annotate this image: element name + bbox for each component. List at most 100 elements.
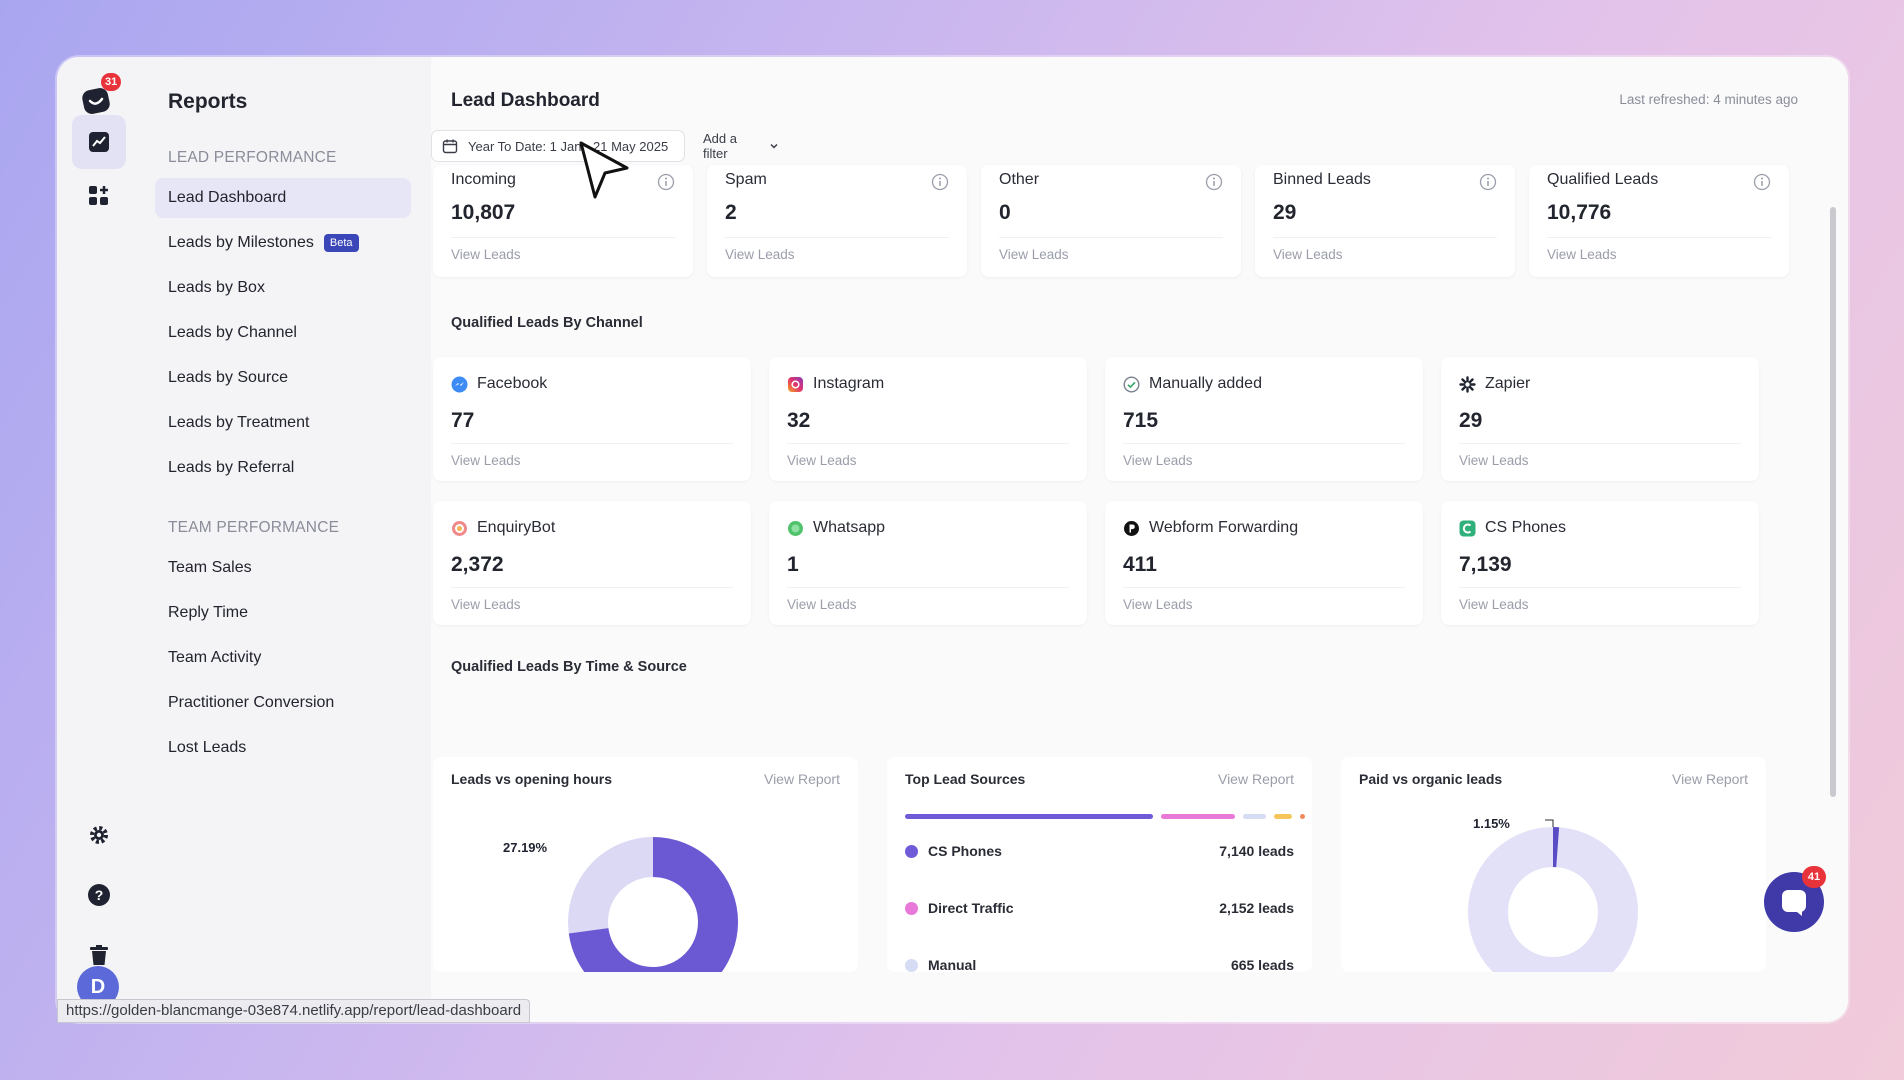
info-icon[interactable] <box>1479 173 1497 191</box>
sidebar-item-leads-by-treatment[interactable]: Leads by Treatment <box>168 414 310 431</box>
settings-button[interactable] <box>72 808 126 862</box>
app-window: 31 ? D Reports LEAD PERFORMANCE Lead Das… <box>57 57 1848 1022</box>
channel-value: 29 <box>1459 409 1483 432</box>
channel-name: Facebook <box>477 375 548 392</box>
view-leads-link[interactable]: View Leads <box>1459 453 1529 468</box>
reports-sidebar: Reports LEAD PERFORMANCE Lead Dashboard … <box>141 57 431 1022</box>
stat-label: Other <box>999 171 1040 188</box>
date-range-filter[interactable]: Year To Date: 1 Jan - 21 May 2025 <box>431 130 685 162</box>
sidebar-item-reply-time[interactable]: Reply Time <box>168 604 249 621</box>
channel-value: 7,139 <box>1459 553 1512 576</box>
sidebar-item-practitioner-conversion[interactable]: Practitioner Conversion <box>168 694 335 711</box>
stat-label: Binned Leads <box>1273 171 1371 188</box>
paid-organic-donut-chart <box>1468 819 1638 972</box>
sidebar-item-lost-leads[interactable]: Lost Leads <box>168 739 247 756</box>
view-report-link[interactable]: View Report <box>763 771 840 787</box>
view-leads-link[interactable]: View Leads <box>1273 247 1343 262</box>
cs-phones-icon <box>1459 520 1476 537</box>
zapier-icon <box>1459 375 1476 393</box>
channel-name: Instagram <box>813 375 885 392</box>
info-icon[interactable] <box>1205 173 1223 191</box>
add-filter-button[interactable]: Add a filter <box>693 130 789 162</box>
source-amount: 7,140 leads <box>1219 843 1294 859</box>
channel-card: CS Phones 7,139 View Leads <box>1441 501 1759 625</box>
stat-value: 10,776 <box>1547 201 1612 224</box>
channel-value: 411 <box>1123 553 1157 576</box>
webform-icon <box>1123 520 1140 537</box>
info-icon[interactable] <box>1753 173 1771 191</box>
channel-name: Whatsapp <box>813 519 886 536</box>
donut-percent-label: 1.15% <box>1473 816 1510 831</box>
view-leads-link[interactable]: View Leads <box>1123 453 1193 468</box>
channel-value: 715 <box>1123 409 1159 432</box>
view-report-link[interactable]: View Report <box>1217 771 1294 787</box>
bar-segment <box>1160 814 1236 819</box>
view-leads-link[interactable]: View Leads <box>787 453 857 468</box>
channel-name: Manually added <box>1149 375 1262 392</box>
channel-card: EnquiryBot 2,372 View Leads <box>433 501 751 625</box>
view-leads-link[interactable]: View Leads <box>451 453 521 468</box>
sidebar-item-leads-by-milestones[interactable]: Leads by Milestones Beta <box>155 223 411 263</box>
icon-rail: 31 ? D <box>57 57 141 1022</box>
sidebar-item-leads-by-box[interactable]: Leads by Box <box>168 279 265 296</box>
view-leads-link[interactable]: View Leads <box>999 247 1069 262</box>
view-leads-link[interactable]: View Leads <box>725 247 795 262</box>
trash-button[interactable] <box>72 928 126 982</box>
stat-card: Spam 2 View Leads <box>707 165 967 277</box>
view-leads-link[interactable]: View Leads <box>451 247 521 262</box>
sidebar-item-team-activity[interactable]: Team Activity <box>168 649 262 666</box>
channel-name: CS Phones <box>1485 519 1566 536</box>
sidebar-item-team-sales[interactable]: Team Sales <box>168 559 252 576</box>
view-leads-link[interactable]: View Leads <box>787 597 857 612</box>
source-amount: 2,152 leads <box>1219 900 1294 916</box>
reports-nav-button[interactable] <box>72 115 126 169</box>
lead-source-row: CS Phones 7,140 leads <box>905 839 1294 863</box>
add-filter-label: Add a filter <box>703 131 737 161</box>
view-leads-link[interactable]: View Leads <box>1123 597 1193 612</box>
app-logo-icon[interactable] <box>79 83 115 119</box>
check-circle-icon <box>1123 375 1140 393</box>
help-button[interactable]: ? <box>72 868 126 922</box>
calendar-icon <box>442 139 458 154</box>
view-leads-link[interactable]: View Leads <box>1459 597 1529 612</box>
svg-text:?: ? <box>95 887 104 903</box>
divider <box>1459 587 1741 588</box>
stat-card: Incoming 10,807 View Leads <box>433 165 693 277</box>
divider <box>787 587 1069 588</box>
view-leads-link[interactable]: View Leads <box>1547 247 1617 262</box>
gear-icon <box>90 826 108 844</box>
sidebar-item-leads-by-source[interactable]: Leads by Source <box>168 369 289 386</box>
apps-nav-button[interactable] <box>72 169 126 223</box>
divider <box>1273 237 1497 238</box>
report-title: Top Lead Sources <box>905 771 1026 787</box>
channel-label: Instagram <box>787 375 884 393</box>
view-leads-link[interactable]: View Leads <box>451 597 521 612</box>
channel-label: Webform Forwarding <box>1123 519 1298 537</box>
channel-value: 32 <box>787 409 811 432</box>
channel-card: Facebook 77 View Leads <box>433 357 751 481</box>
divider <box>999 237 1223 238</box>
bar-segment <box>1274 814 1292 819</box>
view-report-link[interactable]: View Report <box>1671 771 1748 787</box>
divider <box>451 587 733 588</box>
sidebar-item-leads-by-channel[interactable]: Leads by Channel <box>168 324 297 341</box>
page-title: Lead Dashboard <box>451 90 600 111</box>
label-leader-line <box>1545 819 1554 827</box>
paid-organic-report-card: Paid vs organic leads View Report 1.15% <box>1341 757 1766 972</box>
report-title: Paid vs organic leads <box>1359 771 1503 787</box>
bar-segment <box>1243 814 1267 819</box>
sidebar-item-lead-dashboard[interactable]: Lead Dashboard <box>155 178 411 218</box>
lead-source-row: Direct Traffic 2,152 leads <box>905 896 1294 920</box>
info-icon[interactable] <box>657 173 675 191</box>
stat-label: Qualified Leads <box>1547 171 1659 188</box>
source-name: Direct Traffic <box>928 900 1014 916</box>
legend-dot <box>905 958 918 972</box>
channel-value: 1 <box>787 553 799 576</box>
sidebar-item-leads-by-referral[interactable]: Leads by Referral <box>168 459 295 476</box>
channel-name: Zapier <box>1485 375 1531 392</box>
line-chart-icon <box>89 132 109 152</box>
time-source-section-title: Qualified Leads By Time & Source <box>451 659 687 675</box>
divider <box>1547 237 1771 238</box>
scrollbar[interactable] <box>1830 207 1836 797</box>
info-icon[interactable] <box>931 173 949 191</box>
